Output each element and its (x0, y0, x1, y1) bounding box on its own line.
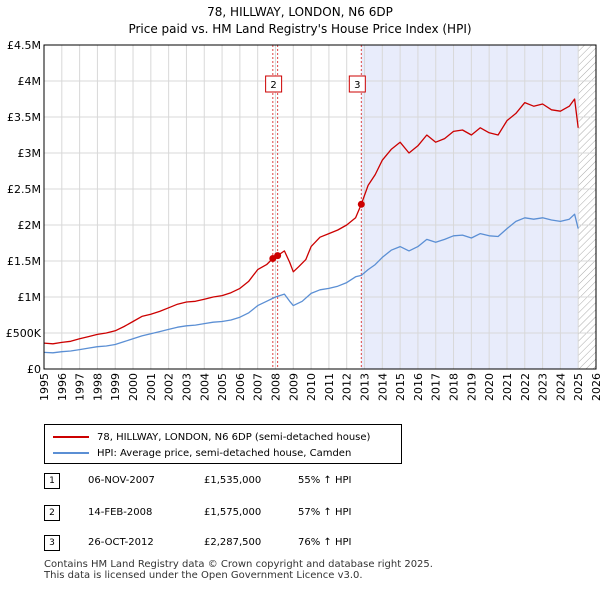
chart-title: 78, HILLWAY, LONDON, N6 6DP (207, 5, 393, 19)
transaction-date: 06-NOV-2007 (88, 475, 155, 486)
post-sale-shading (361, 45, 579, 369)
legend-swatch-blue (53, 452, 89, 454)
x-tick-label: 2013 (359, 373, 372, 401)
sale-point (274, 252, 282, 260)
footer-license: This data is licensed under the Open Gov… (44, 570, 363, 581)
x-tick-label: 2024 (554, 373, 567, 401)
y-tick-label: £2.5M (7, 183, 41, 196)
table-row: 1 06-NOV-2007 £1,535,000 55% ↑ HPI (44, 473, 404, 489)
y-tick-label: £1M (18, 291, 42, 304)
y-tick-label: £2M (18, 219, 42, 232)
chart: 78, HILLWAY, LONDON, N6 6DP Price paid vs… (6, 5, 600, 401)
chart-legend: 78, HILLWAY, LONDON, N6 6DP (semi-detach… (44, 424, 402, 464)
x-tick-label: 2018 (448, 373, 461, 401)
y-tick-label: £0 (27, 363, 41, 376)
legend-label-hpi: HPI: Average price, semi-detached house,… (97, 447, 352, 459)
transaction-number: 3 (44, 535, 60, 551)
y-tick-label: £3M (18, 147, 42, 160)
footer: Contains HM Land Registry data © Crown c… (44, 559, 433, 581)
x-tick-label: 2020 (483, 373, 496, 401)
x-tick-label: 1995 (38, 373, 51, 401)
transaction-number: 2 (44, 505, 60, 521)
x-tick-label: 2004 (198, 373, 211, 401)
x-tick-label: 2000 (127, 373, 140, 401)
transaction-price: £2,287,500 (204, 537, 262, 548)
y-tick-label: £4M (18, 75, 42, 88)
transaction-label-number: 3 (354, 80, 360, 91)
x-tick-label: 2006 (234, 373, 247, 401)
legend-label-property: 78, HILLWAY, LONDON, N6 6DP (semi-detach… (97, 431, 371, 443)
x-tick-label: 2001 (145, 373, 158, 401)
footer-copyright: Contains HM Land Registry data © Crown c… (44, 559, 433, 570)
series-line-property (43, 98, 579, 345)
x-tick-label: 2003 (180, 373, 193, 401)
series-line-hpi (43, 213, 579, 354)
y-tick-label: £1.5M (7, 255, 41, 268)
x-tick-label: 2010 (305, 373, 318, 401)
x-tick-label: 2022 (519, 373, 532, 401)
x-tick-label: 1997 (74, 373, 87, 401)
x-tick-label: 2002 (163, 373, 176, 401)
transaction-label-number: 2 (270, 80, 276, 91)
plot-frame (43, 44, 597, 370)
forecast-hatch (578, 45, 596, 369)
chart-subtitle: Price paid vs. HM Land Registry's House … (128, 22, 471, 36)
transaction-price: £1,575,000 (204, 507, 262, 518)
y-tick-label: £4.5M (7, 39, 41, 52)
x-tick-label: 2009 (287, 373, 300, 401)
legend-item-hpi: HPI: Average price, semi-detached house,… (53, 445, 351, 461)
table-row: 3 26-OCT-2012 £2,287,500 76% ↑ HPI (44, 535, 404, 551)
transaction-date: 14-FEB-2008 (88, 507, 153, 518)
transaction-hpi: 76% ↑ HPI (298, 537, 352, 548)
transaction-price: £1,535,000 (204, 475, 262, 486)
x-tick-label: 2008 (269, 373, 282, 401)
x-tick-label: 2012 (341, 373, 354, 401)
x-tick-label: 2017 (430, 373, 443, 401)
x-tick-label: 2021 (501, 373, 514, 401)
x-tick-label: 2007 (252, 373, 265, 401)
x-tick-label: 2025 (572, 373, 585, 401)
x-tick-label: 2015 (394, 373, 407, 401)
transaction-number: 1 (44, 473, 60, 489)
x-tick-label: 2016 (412, 373, 425, 401)
x-tick-label: 1999 (109, 373, 122, 401)
x-tick-label: 2019 (465, 373, 478, 401)
x-tick-label: 2023 (537, 373, 550, 401)
transaction-label-box (348, 75, 366, 93)
transaction-hpi: 55% ↑ HPI (298, 475, 352, 486)
legend-item-property: 78, HILLWAY, LONDON, N6 6DP (semi-detach… (53, 429, 370, 445)
x-tick-label: 2005 (216, 373, 229, 401)
y-tick-label: £500K (6, 327, 42, 340)
x-tick-label: 1996 (56, 373, 69, 401)
transaction-date: 26-OCT-2012 (88, 537, 154, 548)
sale-point (357, 200, 365, 208)
transaction-hpi: 57% ↑ HPI (298, 507, 352, 518)
transaction-label-box (265, 75, 283, 93)
x-tick-label: 1998 (91, 373, 104, 401)
y-tick-label: £3.5M (7, 111, 41, 124)
x-tick-label: 2011 (323, 373, 336, 401)
x-tick-label: 2014 (376, 373, 389, 401)
legend-swatch-red (53, 436, 89, 438)
x-tick-label: 2026 (590, 373, 600, 401)
table-row: 2 14-FEB-2008 £1,575,000 57% ↑ HPI (44, 505, 404, 521)
